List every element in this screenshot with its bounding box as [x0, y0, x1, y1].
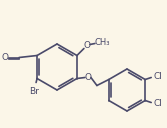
Text: O: O [84, 41, 91, 50]
Text: Br: Br [29, 87, 39, 96]
Text: Cl: Cl [154, 72, 163, 81]
Text: CH₃: CH₃ [94, 38, 110, 47]
Text: Cl: Cl [154, 99, 163, 108]
Text: O: O [1, 54, 8, 62]
Text: O: O [85, 73, 92, 82]
